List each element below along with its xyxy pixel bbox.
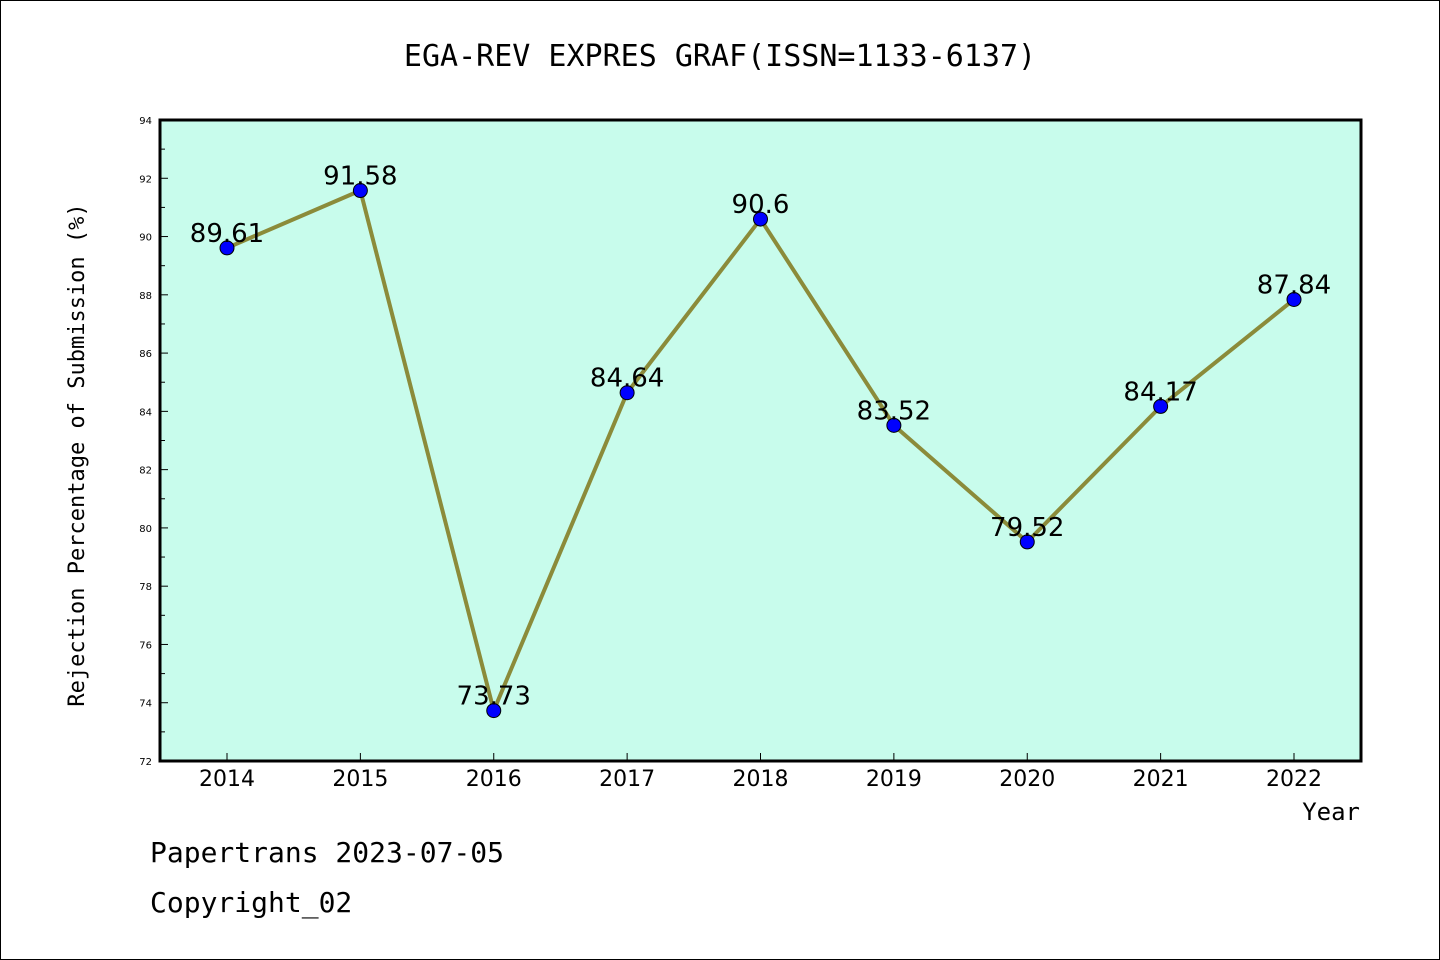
x-tick-label: 2016 xyxy=(466,767,522,792)
y-tick-label: 90 xyxy=(139,233,152,244)
series-line: 89.61 91.58 73.73 84.64 90.6 83.52 79.52 84.17 8… xyxy=(190,162,1331,719)
y-tick-label: 80 xyxy=(139,524,152,535)
data-point-marker xyxy=(1019,534,1035,550)
chart-title: EGA-REV EXPRES GRAF(ISSN=1133-6137) xyxy=(404,39,1036,74)
x-tick-label: 2022 xyxy=(1266,767,1322,792)
y-tick-label: 94 xyxy=(139,116,152,127)
data-point-marker xyxy=(219,240,235,256)
y-tick-label: 86 xyxy=(139,349,152,360)
y-tick-label: 78 xyxy=(139,582,152,593)
data-label: 73.73 xyxy=(457,682,531,712)
data-label: 84.64 xyxy=(590,364,664,394)
data-point-marker xyxy=(1153,398,1169,414)
y-tick-label: 76 xyxy=(139,640,152,651)
data-label: 90.6 xyxy=(732,190,790,220)
data-point-marker xyxy=(1286,291,1302,307)
data-point-marker xyxy=(486,703,502,719)
x-tick-label: 2017 xyxy=(599,767,655,792)
y-axis: 72 74 76 78 80 82 84 86 88 90 92 94 xyxy=(139,116,168,768)
x-tick-label: 2014 xyxy=(199,767,255,792)
plot-area xyxy=(160,120,1361,761)
y-tick-label: 88 xyxy=(139,291,152,302)
data-point-marker xyxy=(886,417,902,433)
data-label: 83.52 xyxy=(857,396,931,426)
y-tick-label: 84 xyxy=(139,407,152,418)
y-tick-label: 74 xyxy=(139,699,152,710)
footer-copyright: Copyright_02 xyxy=(150,886,353,919)
y-tick-label: 72 xyxy=(139,757,152,768)
y-tick-label: 92 xyxy=(139,174,152,185)
x-axis-label: Year xyxy=(1302,798,1360,826)
x-axis: 2014 2015 2016 2017 2018 2019 2020 2021 2022 xyxy=(199,753,1322,792)
x-tick-label: 2020 xyxy=(999,767,1055,792)
x-tick-label: 2021 xyxy=(1133,767,1189,792)
plot-border xyxy=(158,118,1363,763)
data-label: 87.84 xyxy=(1257,270,1331,300)
data-label: 89.61 xyxy=(190,219,264,249)
x-tick-label: 2015 xyxy=(332,767,388,792)
data-point-marker xyxy=(619,385,635,401)
footer-date: Papertrans 2023-07-05 xyxy=(150,836,505,869)
y-tick-label: 82 xyxy=(139,466,152,477)
data-point-marker xyxy=(753,211,768,227)
data-label: 79.52 xyxy=(990,513,1064,543)
x-tick-label: 2018 xyxy=(733,767,789,792)
x-tick-label: 2019 xyxy=(866,767,922,792)
data-label: 84.17 xyxy=(1123,377,1197,407)
data-point-marker xyxy=(352,183,368,199)
y-axis-label: Rejection Percentage of Submission (%) xyxy=(65,203,90,706)
data-label: 91.58 xyxy=(323,162,397,192)
